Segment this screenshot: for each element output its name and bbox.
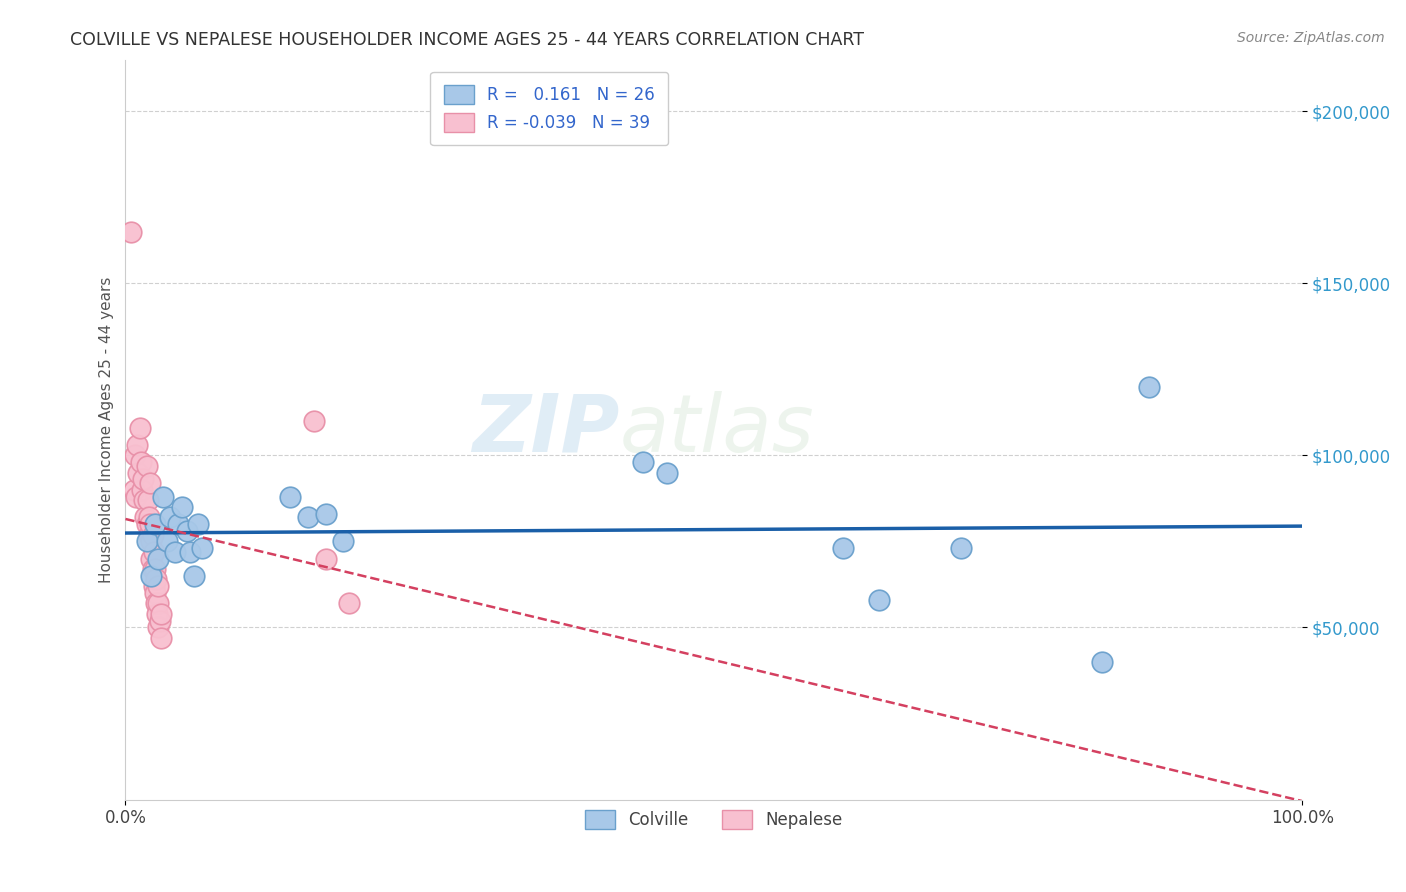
Point (191, 541, 214, 556)
Point (170, 500, 193, 514)
Text: Source: ZipAtlas.com: Source: ZipAtlas.com (1237, 31, 1385, 45)
Point (142, 579, 165, 593)
Point (132, 473, 155, 487)
Point (148, 620, 170, 634)
Point (122, 483, 145, 497)
Point (149, 614, 172, 628)
Point (135, 458, 157, 473)
Point (148, 596, 170, 610)
Point (332, 534, 354, 549)
Point (148, 579, 170, 593)
Point (141, 534, 163, 549)
Point (124, 449, 146, 463)
Point (139, 517, 162, 532)
Point (146, 607, 169, 621)
Point (129, 455, 152, 469)
Point (136, 493, 159, 508)
Point (143, 586, 166, 600)
Point (125, 490, 148, 504)
Point (949, 541, 972, 556)
Point (176, 524, 198, 538)
Point (127, 466, 149, 480)
Point (302, 414, 325, 428)
Point (159, 510, 181, 524)
Point (315, 551, 337, 566)
Point (128, 421, 150, 435)
Point (138, 510, 160, 524)
Y-axis label: Householder Income Ages 25 - 44 years: Householder Income Ages 25 - 44 years (100, 277, 114, 582)
Point (315, 507, 337, 521)
Point (134, 493, 156, 508)
Point (149, 631, 172, 645)
Point (120, 225, 142, 239)
Point (179, 545, 201, 559)
Point (141, 551, 163, 566)
Point (183, 569, 205, 583)
Point (143, 517, 166, 532)
Text: COLVILLE VS NEPALESE HOUSEHOLDER INCOME AGES 25 - 44 YEARS CORRELATION CHART: COLVILLE VS NEPALESE HOUSEHOLDER INCOME … (70, 31, 865, 49)
Point (145, 572, 167, 586)
Point (156, 534, 179, 549)
Point (832, 541, 855, 556)
Point (134, 510, 156, 524)
Point (142, 545, 165, 559)
Point (278, 490, 301, 504)
Point (148, 551, 170, 566)
Point (337, 596, 360, 610)
Text: ZIP: ZIP (472, 391, 620, 468)
Point (135, 517, 157, 532)
Point (143, 562, 166, 576)
Point (187, 517, 209, 532)
Point (149, 607, 172, 621)
Point (131, 483, 153, 497)
Point (127, 438, 149, 452)
Point (655, 466, 678, 480)
Point (1137, 379, 1160, 393)
Legend: Colville, Nepalese: Colville, Nepalese (578, 803, 849, 836)
Point (139, 475, 162, 490)
Point (145, 596, 167, 610)
Text: atlas: atlas (620, 391, 814, 468)
Point (141, 569, 163, 583)
Point (163, 545, 186, 559)
Point (152, 490, 174, 504)
Point (135, 534, 157, 549)
Point (167, 517, 190, 532)
Point (141, 527, 163, 541)
Point (631, 455, 654, 469)
Point (868, 593, 890, 607)
Point (297, 510, 319, 524)
Point (1091, 655, 1114, 669)
Point (141, 562, 163, 576)
Point (138, 527, 160, 541)
